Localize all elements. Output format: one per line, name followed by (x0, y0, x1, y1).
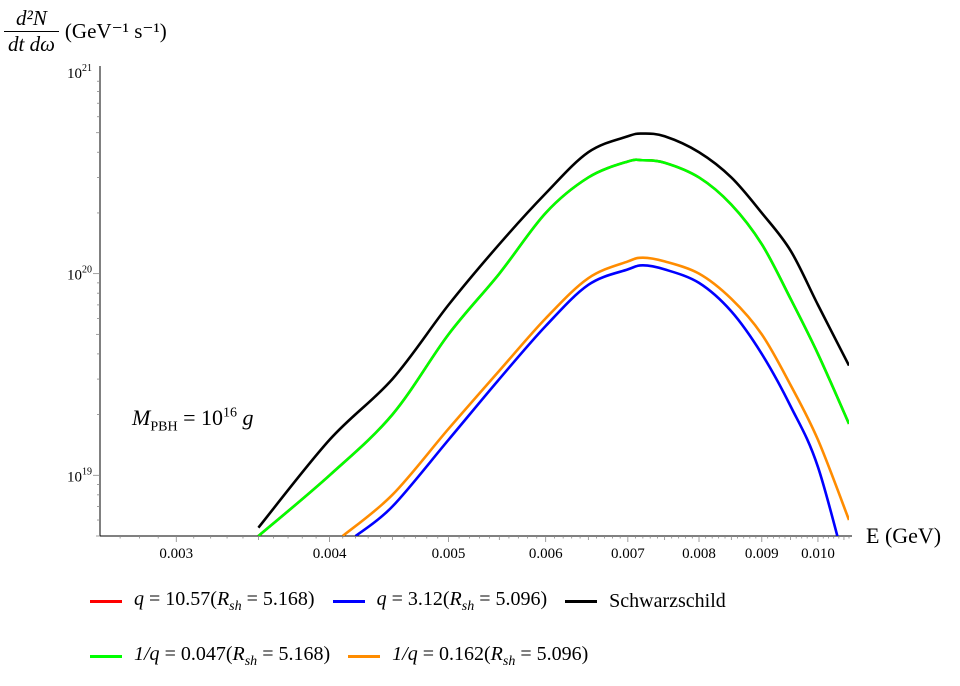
legend-swatch-0 (90, 600, 122, 603)
legend-label-2: Schwarzschild (609, 590, 726, 612)
annotation-unit: g (236, 405, 254, 430)
annotation-symbol: M (132, 405, 151, 430)
y-axis-label-numerator: d²N (16, 6, 47, 30)
legend-label-4: 1/q = 0.162(Rsh = 5.096) (392, 643, 589, 669)
legend-swatch-3 (90, 655, 122, 658)
y-tick-label-2: 1021 (67, 63, 92, 82)
x-tick-label-7: 0.010 (801, 546, 835, 562)
legend-item-1: q = 3.12(Rsh = 5.096) (332, 588, 548, 615)
legend-label-0: q = 10.57(Rsh = 5.168) (134, 588, 315, 614)
x-axis-label: E (GeV) (866, 523, 942, 548)
legend-label-1: q = 3.12(Rsh = 5.096) (376, 588, 548, 614)
y-axis-label-denominator: dt dω (4, 31, 59, 57)
legend-item-4: 1/q = 0.162(Rsh = 5.096) (348, 643, 588, 670)
x-tick-label-3: 0.006 (529, 546, 563, 562)
legend-row-1: q = 10.57(Rsh = 5.168) q = 3.12(Rsh = 5.0… (90, 588, 744, 615)
legend-item-3: 1/q = 0.047(Rsh = 5.168) (90, 643, 330, 670)
x-tick-label-2: 0.005 (432, 546, 466, 562)
series-line-4 (341, 256, 849, 536)
legend-swatch-1 (332, 600, 365, 603)
y-tick-label-1: 1020 (67, 265, 92, 284)
series-line-0 (257, 158, 849, 536)
series-line-2 (257, 132, 849, 529)
x-tick-label-1: 0.004 (313, 546, 347, 562)
x-tick-label-0: 0.003 (159, 546, 193, 562)
legend-label-3: 1/q = 0.047(Rsh = 5.168) (134, 643, 331, 669)
x-tick-label-4: 0.007 (611, 546, 645, 562)
legend-item-0: q = 10.57(Rsh = 5.168) (90, 588, 315, 615)
y-axis-label-fraction: d²N dt dω (4, 6, 59, 57)
series-line-1 (354, 264, 839, 536)
y-axis-label: d²N dt dω (GeV⁻¹ s⁻¹) (4, 6, 167, 57)
annotation-exponent: 16 (222, 405, 237, 421)
mass-annotation: MPBH = 1016 g (132, 405, 253, 435)
series-group (257, 132, 849, 536)
legend-item-2: Schwarzschild (565, 590, 726, 613)
series-line-3 (257, 158, 849, 536)
annotation-equals: = 10 (177, 405, 223, 430)
legend-swatch-4 (348, 655, 381, 658)
x-tick-label-6: 0.009 (745, 546, 779, 562)
annotation-subscript: PBH (150, 419, 178, 435)
legend-row-2: 1/q = 0.047(Rsh = 5.168) 1/q = 0.162(Rsh … (90, 643, 606, 670)
y-tick-label-0: 1019 (67, 466, 92, 485)
legend-swatch-2 (565, 600, 598, 603)
y-axis-label-units: (GeV⁻¹ s⁻¹) (64, 19, 167, 43)
x-tick-label-5: 0.008 (682, 546, 716, 562)
